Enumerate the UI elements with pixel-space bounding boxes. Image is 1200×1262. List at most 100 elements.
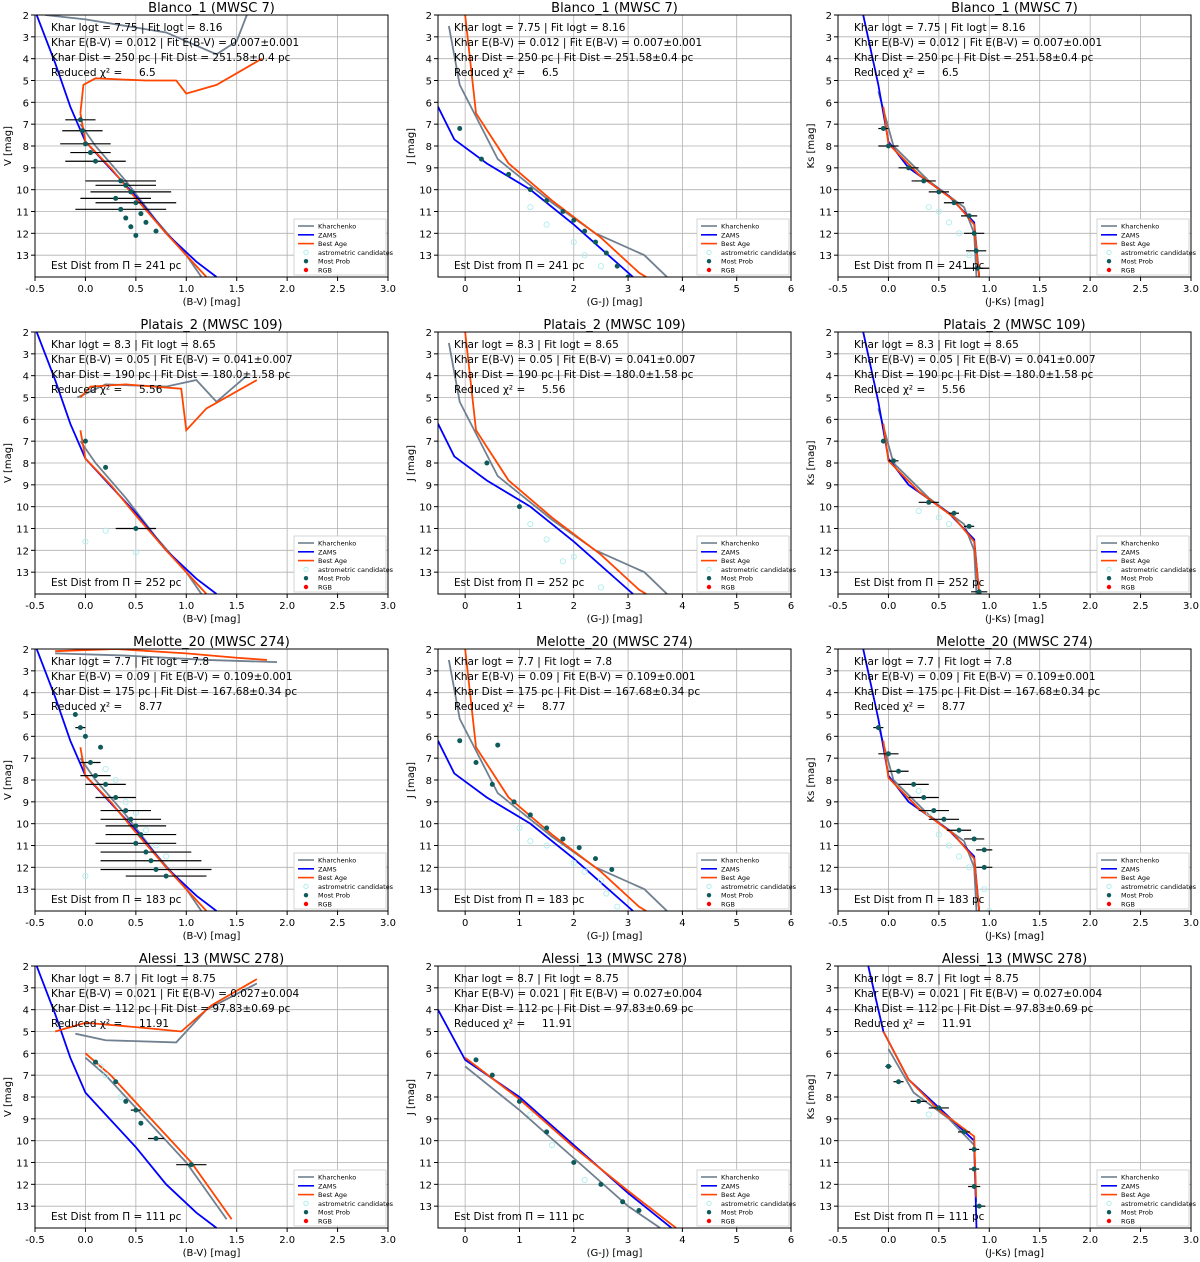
y-tick-label: 11 xyxy=(16,1159,29,1170)
x-tick-label: 1 xyxy=(516,284,522,295)
most-prob-point xyxy=(571,1160,577,1165)
data-layer xyxy=(438,15,669,277)
most-prob-point xyxy=(77,725,83,731)
legend-label: ZAMS xyxy=(1121,865,1140,873)
y-tick-label: 10 xyxy=(16,503,29,514)
chart-title: Blanco_1 (MWSC 7) xyxy=(148,1,275,16)
chart-title: Platais_2 (MWSC 109) xyxy=(140,318,282,333)
most-prob-point xyxy=(72,712,78,717)
most-prob-point xyxy=(148,858,154,864)
y-tick-label: 7 xyxy=(23,1071,29,1082)
x-tick-label: 0.0 xyxy=(77,918,93,929)
legend-label: Best Age xyxy=(318,1191,347,1199)
candidate-point xyxy=(570,239,577,246)
y-tick-label: 5 xyxy=(23,1028,29,1039)
axes-frame xyxy=(34,965,389,1229)
stats-line: Khar logt = 7.75 | Fit logt = 8.16 xyxy=(454,22,626,34)
most-prob-point xyxy=(98,744,104,750)
legend-label: Most Prob xyxy=(1121,575,1153,583)
x-tick-label: 1.5 xyxy=(229,284,245,295)
stats-line: Khar Dist = 250 pc | Fit Dist = 251.58±0… xyxy=(454,52,694,64)
most-prob-point xyxy=(527,812,533,818)
legend-label: RGB xyxy=(1121,584,1135,592)
y-tick-label: 13 xyxy=(419,251,432,262)
panel-alessi_13-0: -0.5 0.0 0.5 1.0 1.5 2.0 2.5 3.0 2 3 4 5 6 7 8 9 10 11 12 1… xyxy=(3,952,396,1259)
reduced-chi2-label: Reduced χ² = xyxy=(51,67,122,79)
stats-line: Khar logt = 8.3 | Fit logt = 8.65 xyxy=(454,339,619,351)
most-prob-point xyxy=(527,187,533,193)
kharchenko-curve xyxy=(75,982,258,1044)
kharchenko-curve xyxy=(55,652,278,663)
y-tick-label: 8 xyxy=(826,459,832,470)
most-prob-point xyxy=(82,141,88,147)
x-tick-label: 1.5 xyxy=(1032,284,1048,295)
legend-swatch xyxy=(303,1218,309,1224)
axes-frame xyxy=(437,648,792,912)
stats-line: Khar E(B-V) = 0.05 | Fit E(B-V) = 0.041±… xyxy=(454,354,696,366)
legend-label: Best Age xyxy=(318,240,347,248)
most-prob-point xyxy=(885,143,891,149)
legend-label: astrometric candidates xyxy=(318,1200,394,1208)
x-tick-label: 0.5 xyxy=(931,284,947,295)
y-tick-label: 2 xyxy=(426,962,432,973)
y-tick-label: 10 xyxy=(16,820,29,831)
reduced-chi2-value: 11.91 xyxy=(542,1018,572,1030)
y-tick-label: 9 xyxy=(23,481,29,492)
candidate-point xyxy=(986,907,993,911)
est-dist-label: Est Dist from Π = 183 pc xyxy=(854,894,985,906)
x-tick-label: 2.5 xyxy=(330,1235,346,1246)
y-tick-label: 13 xyxy=(16,1202,29,1213)
x-axis-label: (J-Ks) [mag] xyxy=(985,297,1044,308)
most-prob-point xyxy=(87,150,93,156)
most-prob-point xyxy=(128,816,134,822)
y-tick-label: 2 xyxy=(23,328,29,339)
x-tick-label: -0.5 xyxy=(828,1235,848,1246)
candidate-point xyxy=(603,890,610,897)
candidate-point xyxy=(966,252,973,259)
y-tick-label: 4 xyxy=(426,689,432,700)
most-prob-point xyxy=(966,523,972,529)
x-tick-label: 6 xyxy=(788,601,794,612)
stats-line: Khar logt = 7.7 | Fit logt = 7.8 xyxy=(51,656,209,668)
reduced-chi2-label: Reduced χ² = xyxy=(51,384,122,396)
legend-swatch xyxy=(303,584,309,590)
most-prob-point xyxy=(885,751,891,757)
x-tick-label: 5 xyxy=(734,601,740,612)
y-tick-label: 11 xyxy=(819,525,832,536)
y-tick-label: 12 xyxy=(419,863,432,874)
y-tick-label: 10 xyxy=(819,1137,832,1148)
most-prob-point xyxy=(625,274,631,277)
most-prob-point xyxy=(93,773,99,779)
stats-line: Khar logt = 8.3 | Fit logt = 8.65 xyxy=(854,339,1019,351)
kharchenko-curve xyxy=(447,342,669,594)
most-prob-point xyxy=(128,224,134,230)
legend-label: RGB xyxy=(318,901,332,909)
most-prob-point xyxy=(103,781,109,787)
x-tick-label: 0 xyxy=(462,601,468,612)
best-age-curve xyxy=(84,1052,233,1220)
x-tick-label: 0.0 xyxy=(880,918,896,929)
x-tick-label: 1.5 xyxy=(229,601,245,612)
x-tick-label: 0.5 xyxy=(128,1235,144,1246)
candidate-point xyxy=(581,868,588,875)
kharchenko-curve xyxy=(887,1048,978,1202)
legend-box xyxy=(696,852,790,910)
most-prob-point xyxy=(133,200,139,206)
axes-frame xyxy=(34,331,389,595)
chart-title: Blanco_1 (MWSC 7) xyxy=(951,1,1078,16)
most-prob-point xyxy=(133,526,139,531)
x-tick-label: 0.5 xyxy=(128,918,144,929)
x-tick-label: 2.5 xyxy=(1133,284,1149,295)
legend-swatch xyxy=(1106,249,1112,256)
axes-frame xyxy=(34,648,389,912)
stats-line: Khar logt = 8.7 | Fit logt = 8.75 xyxy=(51,973,216,985)
candidate-point xyxy=(516,824,523,832)
x-tick-label: 3.0 xyxy=(380,1235,396,1246)
best-age-curve xyxy=(882,423,981,594)
zams-curve xyxy=(35,649,218,911)
kharchenko-curve xyxy=(84,1057,228,1220)
most-prob-point xyxy=(609,867,615,873)
x-tick-label: 2.0 xyxy=(1082,1235,1098,1246)
x-tick-label: 3.0 xyxy=(1183,1235,1199,1246)
y-tick-label: 4 xyxy=(826,1006,832,1017)
